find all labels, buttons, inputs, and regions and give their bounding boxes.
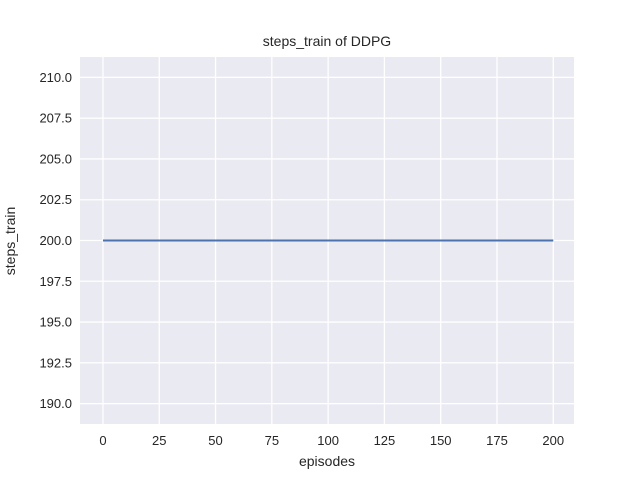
plot-layer: 0 25 50 75 100 125 150 175 200 190.0 192.5 195.0 197… <box>39 57 574 448</box>
x-tick-label: 75 <box>265 433 279 448</box>
y-tick-label: 207.5 <box>39 111 72 126</box>
x-tick-label: 200 <box>542 433 564 448</box>
y-tick-label: 205.0 <box>39 151 72 166</box>
x-tick-label: 0 <box>99 433 106 448</box>
x-tick-label: 25 <box>152 433 166 448</box>
x-tick-label: 150 <box>430 433 452 448</box>
y-tick-label: 197.5 <box>39 274 72 289</box>
x-tick-label: 50 <box>208 433 222 448</box>
y-tick-label: 202.5 <box>39 192 72 207</box>
x-tick-label: 175 <box>486 433 508 448</box>
y-tick-label: 195.0 <box>39 315 72 330</box>
x-axis-label: episodes <box>299 453 355 469</box>
y-tick-label: 190.0 <box>39 396 72 411</box>
y-axis-label: steps_train <box>2 207 18 275</box>
x-tick-label: 100 <box>317 433 339 448</box>
y-tick-label: 192.5 <box>39 355 72 370</box>
y-tick-label: 210.0 <box>39 70 72 85</box>
y-tick-label: 200.0 <box>39 233 72 248</box>
chart-title: steps_train of DDPG <box>263 33 391 49</box>
x-tick-label: 125 <box>374 433 396 448</box>
